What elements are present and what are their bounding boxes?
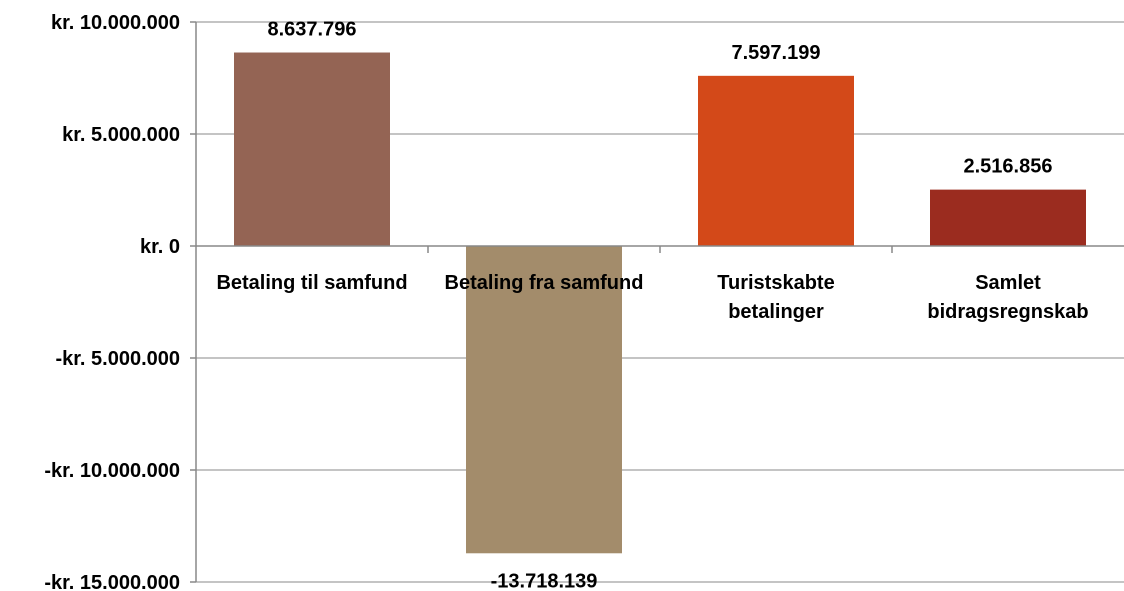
category-label: Samlet [975,272,1041,294]
data-label: 7.597.199 [732,42,821,64]
axes [190,21,1124,583]
data-label: 8.637.796 [268,19,357,41]
category-labels: Betaling til samfund Betaling fra samfund… [216,272,1088,323]
bar [466,246,622,554]
data-labels: 8.637.796 -13.718.139 7.597.199 2.516.856 [268,19,1053,591]
category-label: bidragsregnskab [927,301,1088,323]
y-tick-label: kr. 10.000.000 [51,12,180,34]
category-label: Betaling til samfund [216,272,407,294]
y-tick-label: -kr. 10.000.000 [44,460,180,482]
category-label: Turistskabte [717,272,834,294]
bar [698,75,854,246]
category-label: betalinger [728,301,824,323]
bar [234,52,390,247]
category-label: Betaling fra samfund [445,272,644,294]
y-tick-label: -kr. 15.000.000 [44,572,180,591]
data-label: 2.516.856 [964,156,1053,178]
bar [930,189,1086,246]
y-tick-label: -kr. 5.000.000 [55,348,180,370]
y-tick-label: kr. 0 [140,236,180,258]
data-label: -13.718.139 [491,570,598,591]
y-tick-label: kr. 5.000.000 [62,124,180,146]
bars [234,52,1086,554]
y-tick-labels: kr. 10.000.000 kr. 5.000.000 kr. 0 -kr. 5.0… [44,12,180,591]
